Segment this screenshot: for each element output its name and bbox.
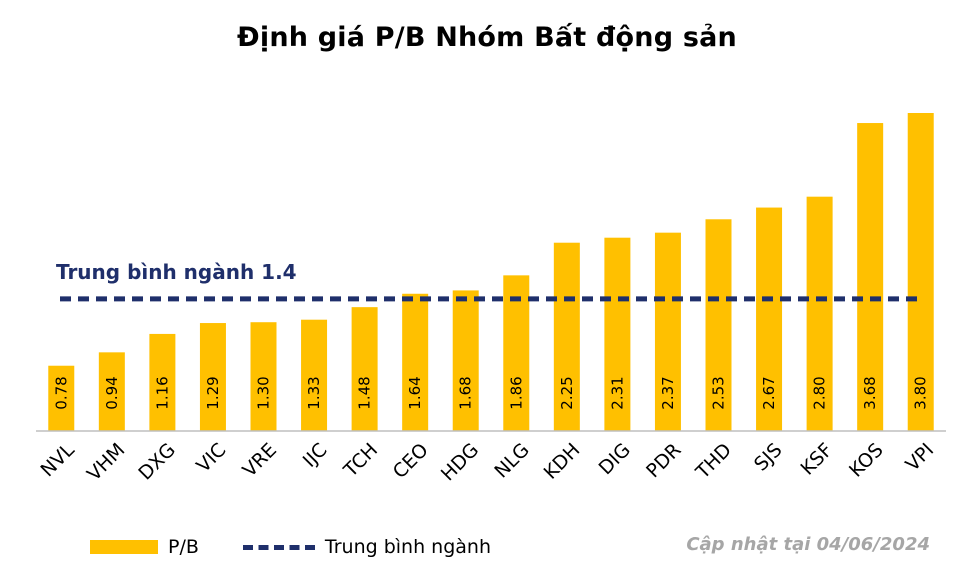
bar-ceo: [402, 293, 429, 431]
value-label-dxg: 1.16: [153, 376, 171, 409]
bar-nvl: [48, 365, 75, 431]
value-label-vic: 1.29: [204, 376, 222, 409]
industry-average-label: Trung bình ngành 1.4: [56, 260, 297, 284]
x-tick-thd: THD: [691, 439, 736, 484]
value-label-sjs: 2.67: [760, 376, 778, 409]
value-label-vpi: 3.80: [912, 376, 930, 409]
value-label-kos: 3.68: [861, 376, 879, 409]
x-tick-sjs: SJS: [750, 439, 787, 476]
x-tick-tch: TCH: [339, 439, 382, 482]
x-tick-ceo: CEO: [389, 439, 433, 483]
bar-tch: [351, 307, 378, 431]
value-label-ijc: 1.33: [305, 376, 323, 409]
x-tick-dig: DIG: [595, 439, 635, 479]
bar-hdg: [452, 290, 479, 431]
bar-sjs: [756, 207, 783, 431]
x-tick-labels-group: NVL VHM DXG VIC VRE IJC TCH CEO HDG NLG KDH DIG PDR T…: [37, 439, 939, 486]
x-tick-hdg: HDG: [437, 439, 483, 485]
value-label-ksf: 2.80: [811, 376, 829, 409]
value-label-kdh: 2.25: [558, 376, 576, 409]
bar-vpi: [907, 113, 934, 431]
value-label-ceo: 1.64: [406, 376, 424, 409]
legend-bar-swatch: [90, 540, 158, 554]
legend-dashed-line-swatch: [242, 544, 315, 550]
bar-ksf: [806, 196, 833, 431]
value-label-tch: 1.48: [356, 376, 374, 409]
bar-ijc: [301, 319, 328, 431]
bar-vhm: [98, 352, 125, 431]
x-tick-vic: VIC: [192, 439, 230, 477]
bar-vic: [199, 323, 226, 431]
x-tick-kos: KOS: [845, 439, 888, 482]
value-label-nvl: 0.78: [52, 376, 70, 409]
x-tick-vhm: VHM: [83, 439, 129, 485]
value-label-nlg: 1.86: [507, 376, 525, 409]
x-tick-ijc: IJC: [299, 439, 332, 472]
bar-dig: [604, 237, 631, 431]
value-labels-group: 0.78 0.94 1.16 1.29 1.30 1.33 1.48 1.64 1.68 1.86…: [52, 376, 929, 409]
x-tick-vpi: VPI: [901, 439, 938, 476]
value-label-dig: 2.31: [608, 376, 626, 409]
chart-title: Định giá P/B Nhóm Bất động sản: [237, 22, 737, 53]
bar-dxg: [149, 333, 176, 431]
legend-pb-label: P/B: [168, 536, 199, 558]
bar-pdr: [654, 232, 681, 431]
x-tick-ksf: KSF: [797, 439, 838, 480]
bars-group: [48, 113, 934, 431]
bar-vre: [250, 322, 277, 431]
bar-kdh: [553, 242, 580, 431]
bar-thd: [705, 219, 732, 431]
value-label-thd: 2.53: [710, 376, 728, 409]
value-label-hdg: 1.68: [457, 376, 475, 409]
x-tick-nvl: NVL: [37, 439, 80, 482]
x-tick-vre: VRE: [238, 439, 281, 482]
x-tick-kdh: KDH: [540, 439, 585, 484]
legend-item-average: Trung bình ngành: [242, 536, 492, 558]
x-tick-nlg: NLG: [490, 439, 534, 483]
value-label-vre: 1.30: [255, 376, 273, 409]
x-tick-dxg: DXG: [134, 439, 180, 485]
x-tick-pdr: PDR: [642, 439, 685, 482]
legend-item-pb: P/B: [90, 536, 199, 558]
bar-kos: [857, 123, 884, 431]
value-label-vhm: 0.94: [103, 376, 121, 409]
legend-average-label: Trung bình ngành: [324, 536, 492, 558]
update-date-note: Cập nhật tại 04/06/2024: [686, 534, 930, 555]
legend: P/B Trung bình ngành: [90, 532, 535, 562]
value-label-pdr: 2.37: [659, 376, 677, 409]
